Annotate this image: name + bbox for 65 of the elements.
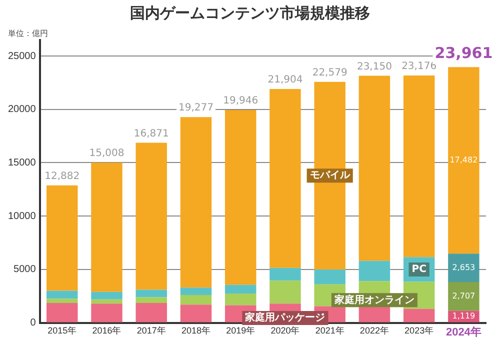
x-tick-label: 2017年 [136,326,166,336]
x-tick-label: 2024年 [446,325,482,338]
bar [224,110,256,285]
bar [358,76,390,261]
x-tick-label: 2023年 [404,326,434,336]
series-label: モバイル [310,170,351,182]
bar [224,293,256,306]
bar [46,303,78,322]
text: 単位：億円 [8,28,48,39]
x-tick-label: 2016年 [92,326,122,336]
bar [91,162,122,292]
data-label: 2,707 [452,291,476,300]
series-label: PC [412,264,426,276]
bar [448,254,480,282]
bar [91,292,122,300]
x-tick-label: 2020年 [270,326,300,336]
total-label: 19,277 [178,102,214,114]
y-tick-label: 10000 [8,210,36,222]
y-tick-label: 20000 [8,104,36,116]
y-tick-label: 5000 [14,264,36,276]
y-tick-label: 25000 [8,50,36,62]
bar [136,303,167,322]
bar [180,288,212,296]
bar [358,260,390,282]
bar [46,185,78,291]
data-label: 2,653 [452,262,476,272]
bar [91,304,122,322]
bar [270,280,301,304]
total-label: 19,946 [223,96,258,107]
bar [91,299,122,304]
data-label: 17,482 [450,155,478,164]
data-label: 1,119 [452,312,476,321]
x-tick-label: 2022年 [360,326,389,336]
total-label: 23,176 [402,61,437,72]
bar [136,290,167,298]
total-label: 21,904 [268,74,303,86]
bar [270,89,301,268]
series-label: 家庭用オンライン [333,294,414,306]
total-label: 23,961 [434,44,493,62]
bar [180,295,212,305]
bar [136,297,167,304]
bar [448,282,480,311]
total-label: 23,150 [356,61,392,72]
chart-title: 国内ゲームコンテンツ市場規模推移 [129,4,371,23]
y-tick-label: 15000 [8,157,36,168]
bar [403,75,435,258]
y-tick-label: 0 [30,318,36,329]
bar [224,284,256,294]
total-label: 22,579 [312,67,348,78]
bar [270,268,301,281]
bar [403,308,435,322]
bar [180,117,212,288]
bar [448,67,480,254]
x-tick-label: 2018年 [181,326,210,336]
bar [46,298,78,304]
total-label: 16,871 [134,128,169,140]
bar [180,304,212,322]
total-label: 12,882 [44,170,80,182]
bar [314,269,346,284]
bar [46,290,78,299]
x-tick-label: 2021年 [315,326,344,336]
bar [136,142,167,290]
total-label: 15,008 [89,148,124,160]
x-tick-label: 2019年 [226,326,256,336]
x-tick-label: 2015年 [48,326,77,336]
